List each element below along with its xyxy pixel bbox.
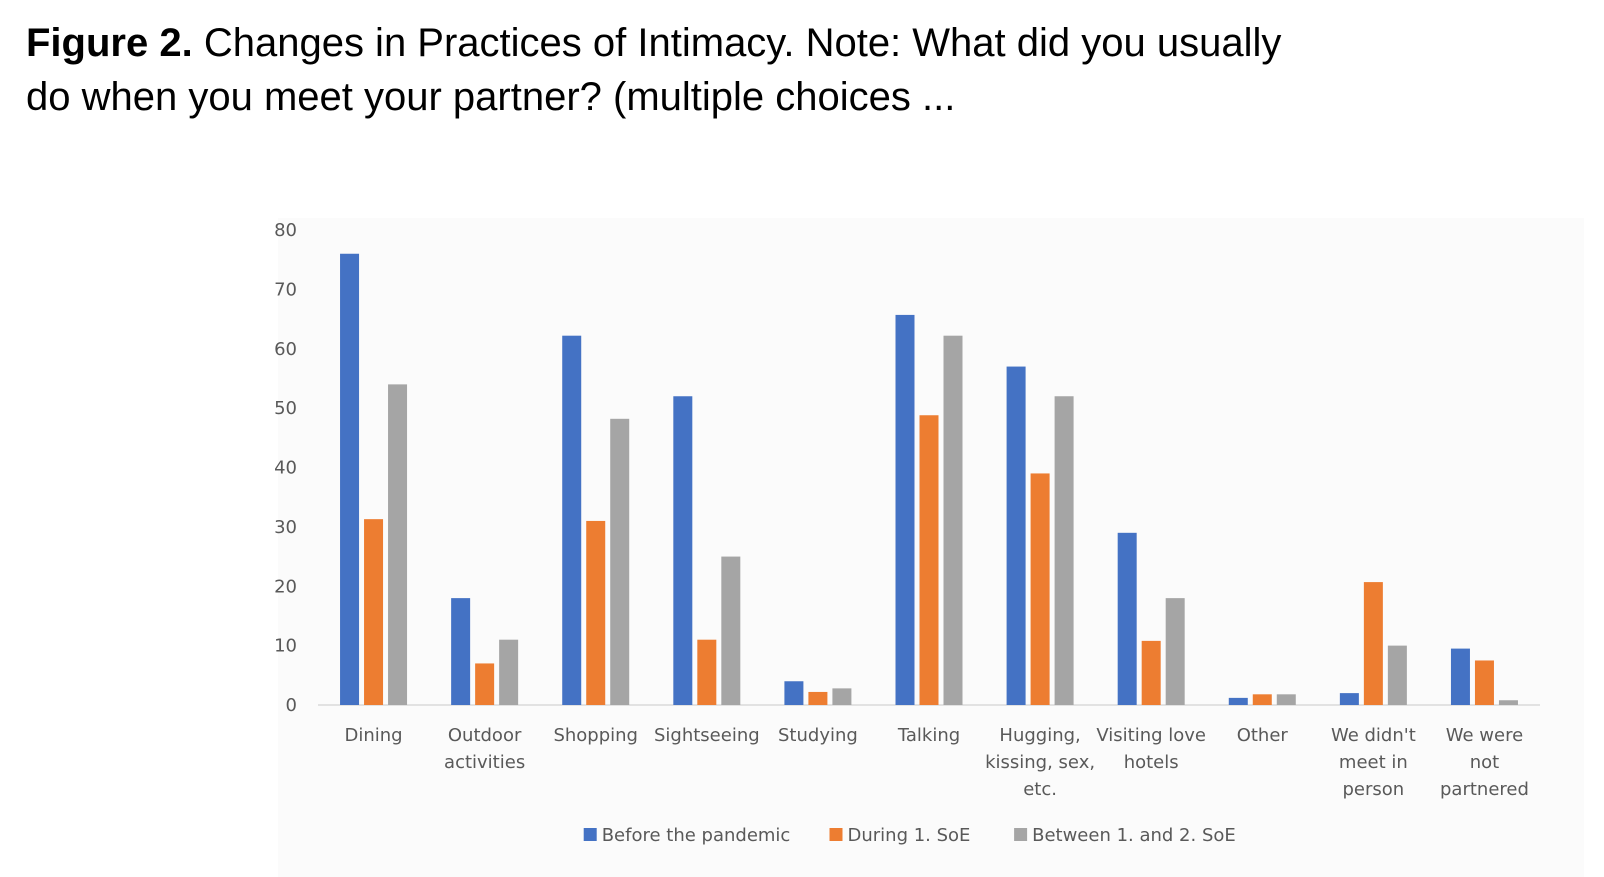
bar <box>1030 473 1050 705</box>
x-tick-label: Outdoor activities <box>444 725 525 773</box>
x-tick-label-line: Studying <box>778 725 858 746</box>
legend-label: Before the pandemic <box>602 825 791 846</box>
x-tick-label: Visiting love hotels <box>1096 725 1206 773</box>
y-tick-label: 20 <box>274 576 297 597</box>
x-tick-label-line: kissing, sex, <box>985 752 1095 773</box>
x-tick-label: Shopping <box>553 725 638 746</box>
bar <box>475 663 495 705</box>
x-tick-label: Dining <box>344 725 402 746</box>
y-tick-label: 10 <box>274 636 297 657</box>
bar <box>1276 694 1296 705</box>
bar <box>1363 582 1383 705</box>
x-tick-label-line: etc. <box>1023 779 1057 800</box>
bar <box>1252 694 1272 705</box>
x-tick-label: We were not partnered <box>1440 725 1529 800</box>
x-tick-label-line: Sightseeing <box>654 725 760 746</box>
x-tick-label: We didn't meet in person <box>1331 725 1416 800</box>
bar <box>586 520 606 705</box>
bar <box>808 691 828 705</box>
x-tick-label-line: We were <box>1446 725 1523 746</box>
legend-swatch <box>829 828 843 841</box>
legend-swatch <box>1014 828 1028 841</box>
bar <box>1474 660 1494 705</box>
bar <box>451 598 471 705</box>
bar <box>1228 697 1248 705</box>
bar <box>943 335 963 705</box>
bar <box>697 639 717 705</box>
x-tick-label-line: Hugging, <box>999 725 1080 746</box>
bar <box>1006 366 1026 705</box>
x-tick-label: Hugging, kissing, sex, etc. <box>985 725 1095 800</box>
bar <box>721 556 741 705</box>
y-tick-label: 60 <box>274 339 297 360</box>
x-tick-label-line: person <box>1343 779 1405 800</box>
legend-label: During 1. SoE <box>848 825 971 846</box>
y-tick-label: 30 <box>274 517 297 538</box>
y-tick-label: 80 <box>274 220 297 241</box>
y-tick-label: 50 <box>274 398 297 419</box>
x-tick-label: Sightseeing <box>654 725 760 746</box>
bar <box>1165 598 1185 705</box>
bar <box>340 253 360 705</box>
y-tick-label: 70 <box>274 279 297 300</box>
x-tick-label-line: activities <box>444 752 525 773</box>
bar <box>610 418 630 705</box>
x-tick-label: Talking <box>897 725 960 746</box>
x-tick-label-line: Outdoor <box>448 725 522 746</box>
bar <box>1387 645 1407 705</box>
x-tick-label-line: partnered <box>1440 779 1529 800</box>
bar <box>832 688 852 705</box>
x-tick-label-line: hotels <box>1124 752 1179 773</box>
legend-swatch <box>583 828 597 841</box>
x-tick-label-line: not <box>1470 752 1499 773</box>
figure-caption-text: Changes in Practices of Intimacy. Note: … <box>26 21 1282 119</box>
bar <box>364 519 384 705</box>
x-tick-label-line: Shopping <box>553 725 638 746</box>
bar <box>895 314 915 705</box>
x-tick-label-line: Talking <box>897 725 960 746</box>
y-tick-label: 40 <box>274 458 297 479</box>
x-tick-label-line: Dining <box>344 725 402 746</box>
bar <box>1054 396 1074 705</box>
bar <box>388 384 408 705</box>
bar <box>499 639 519 705</box>
x-tick-label-line: Visiting love <box>1096 725 1206 746</box>
x-tick-label-line: meet in <box>1339 752 1408 773</box>
bar <box>1450 648 1470 705</box>
bar <box>1498 700 1518 705</box>
bar <box>562 335 582 705</box>
figure-number: Figure 2. <box>26 21 193 65</box>
x-tick-label-line: We didn't <box>1331 725 1416 746</box>
figure-caption: Figure 2. Changes in Practices of Intima… <box>26 16 1326 124</box>
y-tick-label: 0 <box>286 695 297 716</box>
bar <box>1117 532 1137 705</box>
bar <box>1339 693 1359 705</box>
bar <box>919 415 939 705</box>
x-tick-label: Other <box>1237 725 1289 746</box>
x-tick-label: Studying <box>778 725 858 746</box>
bar <box>784 681 804 705</box>
bar <box>673 396 693 705</box>
legend-label: Between 1. and 2. SoE <box>1032 825 1236 846</box>
bar <box>1141 640 1161 705</box>
x-tick-label-line: Other <box>1237 725 1289 746</box>
